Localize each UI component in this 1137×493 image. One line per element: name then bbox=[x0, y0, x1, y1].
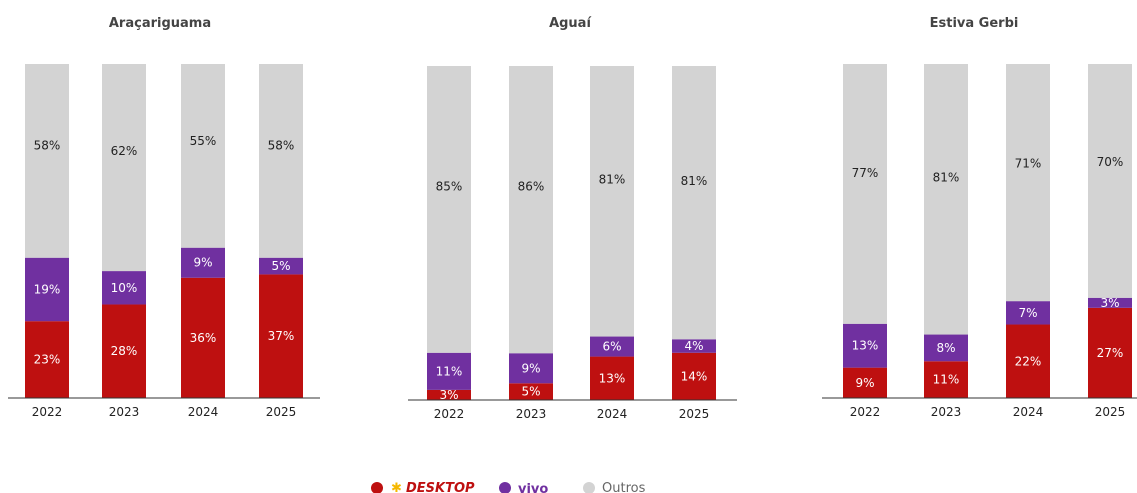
bar-desktop-2023 bbox=[102, 304, 146, 398]
bar-desktop-2025 bbox=[672, 352, 716, 400]
x-tick-label: 2022 bbox=[32, 405, 63, 419]
bar-outros-2025 bbox=[259, 64, 303, 258]
bar-desktop-2023 bbox=[509, 383, 553, 400]
data-label-outros-2023: 62% bbox=[111, 144, 138, 158]
x-tick-label: 2023 bbox=[109, 405, 140, 419]
x-tick-label: 2022 bbox=[850, 405, 881, 419]
chart-title: Araçariguama bbox=[109, 16, 211, 31]
data-label-outros-2025: 58% bbox=[268, 138, 295, 152]
bar-vivo-2022 bbox=[427, 352, 471, 390]
data-label-desktop-2024: 36% bbox=[190, 331, 217, 345]
x-tick-label: 2023 bbox=[931, 405, 962, 419]
desktop-logo-icon: ✱ bbox=[391, 481, 402, 493]
bar-vivo-2025 bbox=[672, 339, 716, 353]
x-tick-label: 2025 bbox=[679, 407, 710, 421]
data-label-outros-2022: 77% bbox=[852, 166, 879, 180]
x-tick-label: 2024 bbox=[188, 405, 219, 419]
chart-title: Aguaí bbox=[549, 16, 592, 31]
data-label-outros-2024: 55% bbox=[190, 134, 217, 148]
data-label-vivo-2023: 8% bbox=[936, 341, 955, 355]
data-label-desktop-2023: 28% bbox=[111, 344, 138, 358]
bar-outros-2022 bbox=[843, 64, 887, 324]
x-tick-label: 2024 bbox=[597, 407, 628, 421]
data-label-outros-2024: 81% bbox=[599, 173, 626, 187]
x-tick-label: 2025 bbox=[266, 405, 297, 419]
data-label-desktop-2022: 9% bbox=[855, 376, 874, 390]
data-label-desktop-2024: 13% bbox=[599, 371, 626, 385]
bar-outros-2022 bbox=[25, 64, 69, 258]
legend-desktop-marker bbox=[371, 482, 383, 493]
x-tick-label: 2022 bbox=[434, 407, 465, 421]
data-label-outros-2022: 58% bbox=[34, 138, 61, 152]
data-label-outros-2025: 70% bbox=[1097, 155, 1124, 169]
bar-desktop-2024 bbox=[590, 356, 634, 400]
data-label-vivo-2023: 10% bbox=[111, 281, 138, 295]
legend-outros-marker bbox=[583, 482, 595, 493]
bar-desktop-2024 bbox=[1006, 324, 1050, 398]
legend-desktop-label: DESKTOP bbox=[406, 481, 475, 493]
data-label-outros-2023: 81% bbox=[933, 171, 960, 185]
bar-vivo-2024 bbox=[181, 247, 225, 278]
data-label-outros-2022: 85% bbox=[436, 179, 463, 193]
data-label-desktop-2023: 5% bbox=[521, 385, 540, 399]
bar-desktop-2025 bbox=[259, 274, 303, 398]
bar-vivo-2025 bbox=[259, 257, 303, 275]
data-label-outros-2024: 71% bbox=[1015, 157, 1042, 171]
bar-desktop-2022 bbox=[427, 389, 471, 400]
data-label-vivo-2025: 4% bbox=[684, 339, 703, 353]
bar-desktop-2022 bbox=[25, 321, 69, 398]
data-label-desktop-2025: 14% bbox=[681, 369, 708, 383]
chart-title: Estiva Gerbi bbox=[930, 16, 1019, 31]
data-label-vivo-2022: 19% bbox=[34, 282, 61, 296]
data-label-vivo-2022: 11% bbox=[436, 364, 463, 378]
data-label-vivo-2024: 9% bbox=[193, 256, 212, 270]
bar-vivo-2025 bbox=[1088, 297, 1132, 308]
bar-outros-2023 bbox=[102, 64, 146, 272]
data-label-desktop-2025: 27% bbox=[1097, 346, 1124, 360]
data-label-desktop-2022: 3% bbox=[439, 388, 458, 402]
data-label-vivo-2024: 6% bbox=[602, 340, 621, 354]
data-label-vivo-2023: 9% bbox=[521, 361, 540, 375]
bar-vivo-2023 bbox=[509, 353, 553, 384]
legend-outros-label: Outros bbox=[602, 481, 646, 493]
data-label-outros-2025: 81% bbox=[681, 174, 708, 188]
bar-vivo-2024 bbox=[1006, 301, 1050, 325]
legend-vivo-marker bbox=[499, 482, 511, 493]
bar-outros-2024 bbox=[590, 66, 634, 337]
data-label-desktop-2022: 23% bbox=[34, 353, 61, 367]
bar-outros-2024 bbox=[1006, 64, 1050, 302]
data-label-vivo-2025: 5% bbox=[271, 259, 290, 273]
bar-vivo-2022 bbox=[843, 323, 887, 368]
data-label-desktop-2024: 22% bbox=[1015, 354, 1042, 368]
bar-vivo-2023 bbox=[924, 334, 968, 362]
x-tick-label: 2024 bbox=[1013, 405, 1044, 419]
bar-desktop-2025 bbox=[1088, 307, 1132, 398]
bar-outros-2023 bbox=[924, 64, 968, 335]
bar-desktop-2022 bbox=[843, 367, 887, 398]
bar-vivo-2022 bbox=[25, 257, 69, 322]
data-label-vivo-2022: 13% bbox=[852, 339, 879, 353]
x-tick-label: 2023 bbox=[516, 407, 547, 421]
bar-outros-2024 bbox=[181, 64, 225, 248]
bar-outros-2022 bbox=[427, 66, 471, 353]
data-label-vivo-2024: 7% bbox=[1018, 306, 1037, 320]
bar-outros-2023 bbox=[509, 66, 553, 354]
bar-desktop-2023 bbox=[924, 361, 968, 398]
bar-outros-2025 bbox=[1088, 64, 1132, 298]
bar-outros-2025 bbox=[672, 66, 716, 340]
bar-desktop-2024 bbox=[181, 277, 225, 398]
data-label-outros-2023: 86% bbox=[518, 180, 545, 194]
data-label-desktop-2023: 11% bbox=[933, 373, 960, 387]
legend-vivo-label: vivo bbox=[518, 482, 548, 493]
bar-vivo-2023 bbox=[102, 271, 146, 305]
x-tick-label: 2025 bbox=[1095, 405, 1126, 419]
bar-vivo-2024 bbox=[590, 336, 634, 357]
data-label-vivo-2025: 3% bbox=[1100, 296, 1119, 310]
data-label-desktop-2025: 37% bbox=[268, 329, 295, 343]
